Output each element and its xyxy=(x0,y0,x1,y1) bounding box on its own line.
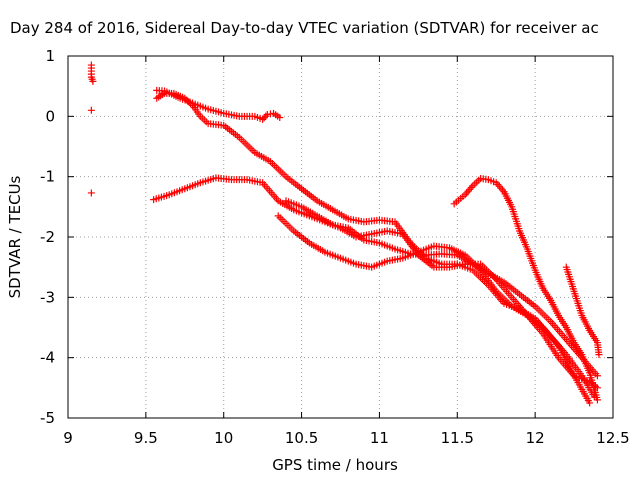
y-tick-label: -5 xyxy=(40,409,55,427)
chart-title: Day 284 of 2016, Sidereal Day-to-day VTE… xyxy=(10,19,599,37)
y-tick-label: -4 xyxy=(40,349,55,367)
data-marker xyxy=(262,112,270,120)
x-tick-label: 11 xyxy=(370,429,389,447)
data-point xyxy=(259,115,267,123)
data-point xyxy=(263,111,271,119)
y-tick-label: -1 xyxy=(40,168,55,186)
y-tick-label: -2 xyxy=(40,228,55,246)
x-tick-label: 12.5 xyxy=(596,429,629,447)
x-tick-label: 12 xyxy=(526,429,545,447)
data-points xyxy=(87,61,603,407)
y-tick-label: -3 xyxy=(40,288,55,306)
data-point xyxy=(595,351,603,359)
x-tick-label: 11.5 xyxy=(441,429,474,447)
x-axis-label: GPS time / hours xyxy=(272,456,398,474)
y-tick-label: 0 xyxy=(45,107,55,125)
x-tick-label: 9.5 xyxy=(134,429,158,447)
x-tick-label: 10 xyxy=(214,429,233,447)
x-tick-label: 9 xyxy=(63,429,73,447)
data-marker xyxy=(260,114,268,122)
data-point xyxy=(593,396,601,404)
x-tick-label: 10.5 xyxy=(285,429,318,447)
data-point xyxy=(586,399,594,407)
tick-layer: 9 9.5 10 10.5 11 11.5 12 12.510-1-2-3-4-5 xyxy=(40,47,630,447)
data-point xyxy=(87,106,95,114)
data-marker xyxy=(466,185,474,193)
data-marker xyxy=(495,182,503,190)
data-point xyxy=(89,77,97,85)
data-marker xyxy=(497,184,505,192)
grid-layer xyxy=(68,56,613,418)
data-point xyxy=(593,372,601,380)
data-marker xyxy=(467,184,475,192)
data-point xyxy=(276,114,284,122)
data-marker xyxy=(266,110,274,118)
data-marker xyxy=(463,189,471,197)
data-point xyxy=(87,189,95,197)
data-marker xyxy=(464,187,472,195)
y-tick-label: 1 xyxy=(45,47,55,65)
y-axis-label: SDTVAR / TECUs xyxy=(6,175,24,298)
